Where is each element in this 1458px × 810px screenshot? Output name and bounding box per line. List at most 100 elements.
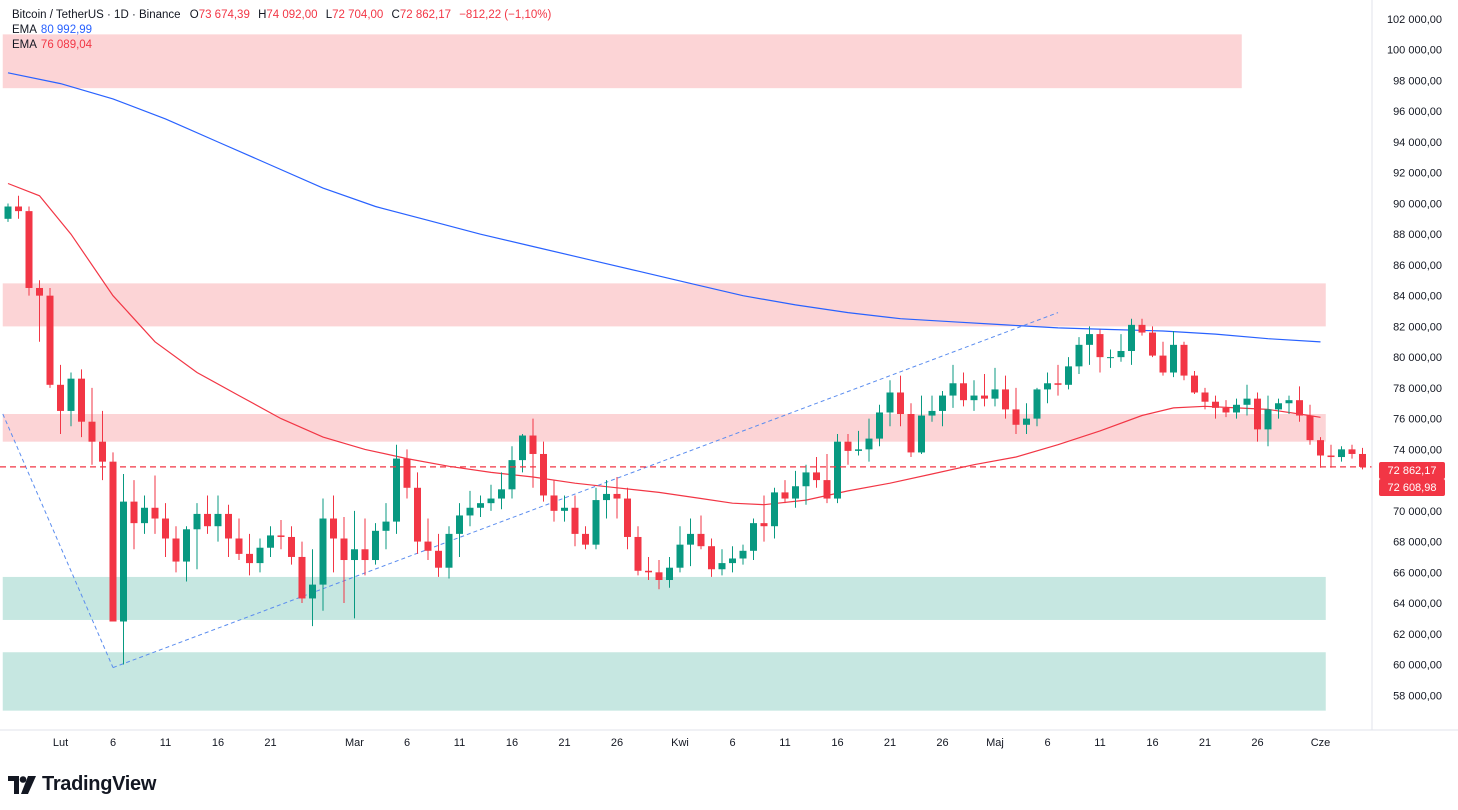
candle[interactable] [36,280,43,342]
candle[interactable] [288,526,295,565]
candle[interactable] [256,538,264,573]
candle[interactable] [225,504,232,557]
candle[interactable] [193,503,201,570]
candle[interactable] [970,380,978,411]
candle[interactable] [729,546,736,573]
candle[interactable] [1306,404,1314,445]
candle[interactable] [4,203,12,222]
candle[interactable] [981,374,988,407]
candle[interactable] [1327,444,1335,468]
candle[interactable] [1348,444,1356,459]
candle[interactable] [1254,392,1261,442]
candle[interactable] [414,472,421,554]
candle[interactable] [1296,386,1303,422]
ema-short-label[interactable]: EMA [12,39,37,51]
candle[interactable] [340,516,348,604]
time-axis[interactable]: Lut 6 11 16 21 Mar 6 11 16 21 26 Kwi 6 11 16 21 26 Maj 6 11… [53,737,1330,749]
candle[interactable] [907,403,915,458]
candle[interactable] [561,495,568,522]
candle[interactable] [540,441,547,502]
candle[interactable] [372,523,379,565]
candle[interactable] [99,410,106,481]
candle[interactable] [141,495,148,534]
candle[interactable] [403,449,411,499]
candle[interactable] [1107,349,1114,368]
candle[interactable] [771,487,778,539]
candle[interactable] [477,495,484,517]
candle[interactable] [645,556,652,581]
candle[interactable] [1170,331,1177,378]
candle[interactable] [897,375,904,427]
candle[interactable] [424,518,432,561]
candle[interactable] [382,503,390,550]
candle[interactable] [1233,398,1240,419]
candle[interactable] [330,495,337,573]
candle[interactable] [1264,395,1272,447]
candle[interactable] [487,484,495,511]
candle[interactable] [67,372,75,427]
candle[interactable] [813,457,820,488]
candle[interactable] [351,510,358,619]
candle[interactable] [172,526,180,573]
candle[interactable] [151,475,159,534]
candle[interactable] [760,495,768,542]
candle[interactable] [1012,387,1020,434]
candle[interactable] [844,433,852,465]
candle[interactable] [739,544,747,565]
ema-short-row[interactable]: EMA 76 089,04 [12,38,551,53]
candle[interactable] [655,560,663,590]
candle[interactable] [235,518,243,561]
candle[interactable] [676,526,684,573]
candle[interactable] [130,480,138,550]
candle[interactable] [277,520,285,550]
candle[interactable] [393,444,400,534]
candle[interactable] [109,452,117,622]
candle[interactable] [435,533,442,577]
candle[interactable] [918,395,925,454]
candle[interactable] [1159,341,1167,376]
candle[interactable] [1243,384,1251,416]
candle[interactable] [1096,329,1104,373]
candle[interactable] [1002,375,1009,419]
candle[interactable] [1054,364,1062,396]
candle[interactable] [57,364,64,434]
candle[interactable] [1149,326,1156,358]
candle[interactable] [823,453,831,504]
candle[interactable] [550,480,558,522]
candle[interactable] [1285,395,1293,415]
candle[interactable] [666,556,673,588]
candle[interactable] [456,503,463,557]
candle[interactable] [298,541,306,604]
candle[interactable] [1222,400,1230,418]
candle[interactable] [928,395,936,422]
candle[interactable] [204,495,211,534]
candle[interactable] [781,480,789,504]
candle[interactable] [120,473,127,665]
candle[interactable] [1180,341,1188,381]
candle[interactable] [1191,370,1198,395]
candle[interactable] [718,549,726,576]
candle[interactable] [1138,318,1146,336]
candle[interactable] [876,404,883,447]
candle[interactable] [1338,446,1345,462]
candle[interactable] [214,495,222,542]
candle[interactable] [466,490,474,527]
candle[interactable] [519,433,526,473]
candle[interactable] [634,526,642,576]
price-axis[interactable]: 102 000,00 100 000,00 98 000,00 96 000,00 94… [1387,14,1442,702]
candle[interactable] [498,472,505,510]
candle[interactable] [1128,318,1135,365]
candlesticks[interactable] [4,195,1367,665]
candle[interactable] [15,195,22,219]
candle[interactable] [319,498,327,611]
candle[interactable] [750,518,757,561]
candle[interactable] [939,390,946,427]
candle[interactable] [949,364,957,408]
candle[interactable] [687,518,694,567]
candle[interactable] [960,372,967,407]
candle[interactable] [792,470,799,508]
candle[interactable] [855,430,862,456]
candle[interactable] [46,287,54,388]
symbol-row[interactable]: Bitcoin / TetherUS · 1D · Binance O73 67… [12,8,551,23]
candle[interactable] [1044,372,1051,404]
